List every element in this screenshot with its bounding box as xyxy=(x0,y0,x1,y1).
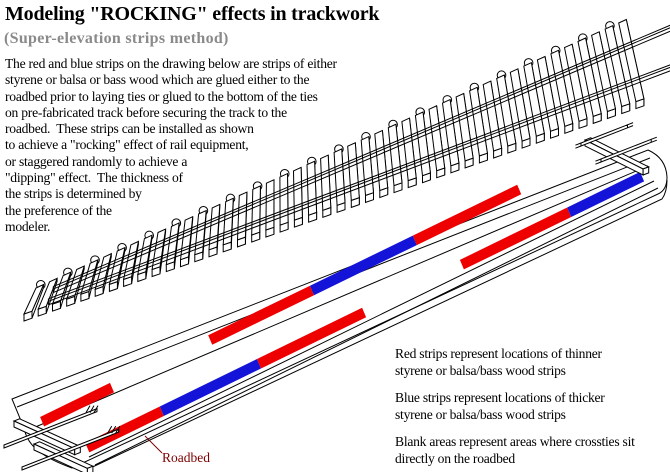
crosstie xyxy=(591,31,616,113)
roadbed-near-guide-line xyxy=(88,180,655,458)
crosstie xyxy=(401,117,417,182)
crosstie xyxy=(428,105,446,172)
roadbed-tie-end xyxy=(86,465,94,472)
paragraph-line: styrene or balsa or bass wood which are … xyxy=(5,72,310,88)
broken-rail-hatch xyxy=(111,425,117,434)
lane1-red-strip xyxy=(40,382,114,427)
crosstie xyxy=(550,49,574,127)
lane2-red-strip xyxy=(257,307,367,369)
crosstie xyxy=(122,240,140,281)
crosstie xyxy=(179,215,194,261)
crosstie xyxy=(469,86,488,157)
caption-line: Red strips represent locations of thinne… xyxy=(395,346,602,361)
crosstie xyxy=(618,18,645,103)
page-title: Modeling "ROCKING" effects in trackwork xyxy=(5,3,380,25)
lane2-red-strip xyxy=(459,207,572,270)
crosstie xyxy=(137,234,153,276)
crosstie xyxy=(414,111,431,177)
rail-stub-prong xyxy=(651,136,657,140)
crosstie xyxy=(496,74,517,147)
crosstie xyxy=(208,203,221,251)
roadbed-mid-line xyxy=(25,165,649,432)
rail-stub-prong xyxy=(595,158,602,162)
caption-line: Blank areas represent areas where crosst… xyxy=(395,434,635,449)
rail-stub xyxy=(580,124,628,147)
rail-line xyxy=(48,66,670,302)
crosstie xyxy=(360,135,375,197)
paragraph-line: to achieve a "rocking" effect of rail eq… xyxy=(5,137,249,153)
lane2-blue-strip xyxy=(159,359,261,416)
rail-line xyxy=(48,70,670,306)
crosstie xyxy=(577,37,602,118)
crosstie xyxy=(165,222,180,266)
broken-rail-hatch xyxy=(107,425,113,434)
crosstie xyxy=(194,209,207,256)
crosstie xyxy=(374,129,389,192)
roadbed-tie-end xyxy=(642,166,650,176)
crosstie xyxy=(347,142,360,202)
caption-line: directly on the roadbed xyxy=(395,451,515,466)
paragraph-line: "dipping" effect. The thickness of xyxy=(5,170,183,186)
lane2-red-strip xyxy=(85,406,164,453)
broken-rail-hatch xyxy=(85,405,91,413)
paragraph-line: The red and blue strips on the drawing b… xyxy=(5,56,337,71)
rail-stub xyxy=(600,138,652,163)
lane1-red-strip xyxy=(208,285,314,345)
page-subtitle: (Super-elevation strips method) xyxy=(4,30,229,47)
paragraph-line: modeler. xyxy=(5,218,51,234)
crosstie xyxy=(387,123,403,187)
roadbed-tie-front xyxy=(33,443,88,472)
crosstie xyxy=(441,98,460,167)
rail-line xyxy=(53,30,670,294)
rail-stub-prong xyxy=(627,122,634,126)
rail-stub-prong xyxy=(575,142,582,146)
broken-rail-hatch xyxy=(93,405,99,413)
crosstie xyxy=(536,55,560,132)
roadbed-label-pointer xyxy=(144,435,163,454)
crosstie xyxy=(482,80,503,152)
roadbed-bottom-edge xyxy=(81,179,668,472)
caption-red-strips: Red strips represent locations of thinne… xyxy=(395,345,602,379)
crosstie xyxy=(51,271,72,305)
rail-stub-prong xyxy=(627,125,634,129)
lane1-blue-strip xyxy=(310,235,417,296)
rail-stub-prong xyxy=(575,145,582,149)
rail-line xyxy=(48,64,670,300)
rail-line xyxy=(53,27,670,290)
crosstie xyxy=(523,61,545,137)
paragraph-line: the preference of the xyxy=(5,202,112,218)
roadbed-label: Roadbed xyxy=(162,450,210,465)
rail-stub-prong xyxy=(595,161,602,165)
paragraph-line: or staggered randomly to achieve a xyxy=(5,153,188,169)
crosstie xyxy=(563,43,588,122)
rail-line xyxy=(53,24,670,288)
caption-line: Blue strips represent locations of thick… xyxy=(395,390,605,405)
paragraph-line: the strips is determined by xyxy=(5,186,142,202)
rail-stub-prong xyxy=(651,139,657,143)
paragraph-line: on pre-fabricated track before securing … xyxy=(5,104,287,120)
caption-line: styrene or balsa/bass wood strips xyxy=(395,407,566,422)
broken-rail-hatch xyxy=(115,425,121,434)
lane1-red-strip xyxy=(412,184,522,246)
caption-blue-strips: Blue strips represent locations of thick… xyxy=(395,389,605,423)
roadbed-slab xyxy=(11,149,668,469)
broken-rail-hatch xyxy=(89,405,95,413)
roadbed-near-crest-line xyxy=(94,187,659,466)
crosstie xyxy=(509,68,531,142)
crosstie xyxy=(604,24,631,108)
caption-blank-areas: Blank areas represent areas where crosst… xyxy=(395,433,635,467)
crosstie xyxy=(455,92,474,162)
crosstie xyxy=(23,283,45,315)
lane2-blue-strip xyxy=(567,171,645,217)
crosstie xyxy=(37,277,59,310)
crosstie xyxy=(151,228,167,271)
paragraph-line: roadbed prior to laying ties or glued to… xyxy=(5,88,318,104)
paragraph-line: roadbed. These strips can be installed a… xyxy=(5,121,254,137)
description-paragraph: The red and blue strips on the drawing b… xyxy=(5,56,337,235)
caption-line: styrene or balsa/bass wood strips xyxy=(395,363,566,378)
